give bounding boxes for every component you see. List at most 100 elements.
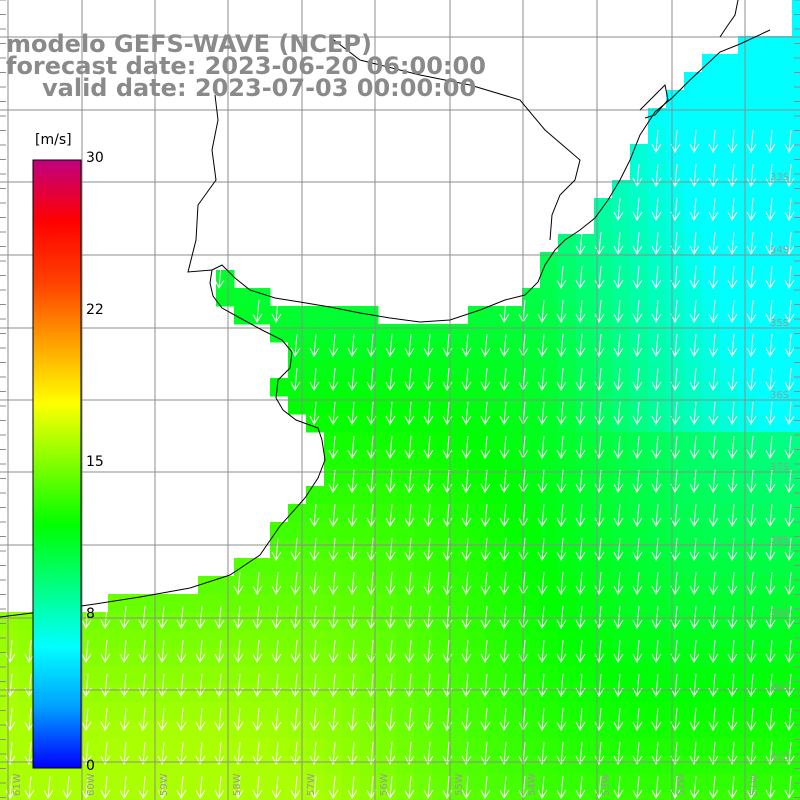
field-cell <box>18 756 37 775</box>
field-cell <box>612 360 631 379</box>
field-cell <box>792 756 800 775</box>
field-cell <box>504 720 523 739</box>
wind-arrow <box>727 741 738 766</box>
field-cell <box>576 630 595 649</box>
wind-arrow <box>784 775 795 800</box>
field-cell <box>756 126 775 145</box>
wind-arrow <box>746 401 757 426</box>
wind-arrow <box>157 639 168 664</box>
field-cell <box>432 324 451 343</box>
field-cell <box>558 504 577 523</box>
wind-arrow <box>784 605 795 630</box>
field-cell <box>612 468 631 487</box>
field-cell <box>126 684 145 703</box>
field-cell <box>396 594 415 613</box>
field-cell <box>324 432 343 451</box>
wind-arrow <box>537 707 548 732</box>
longitude-label: 57W <box>306 773 317 796</box>
field-cell <box>468 756 487 775</box>
field-cell <box>594 522 613 541</box>
wind-arrow <box>347 503 358 528</box>
field-cell <box>684 198 703 217</box>
wind-arrow <box>651 265 662 290</box>
wind-arrow <box>613 401 624 426</box>
field-cell <box>162 684 181 703</box>
field-cell <box>792 522 800 541</box>
field-cell <box>450 324 469 343</box>
field-cell <box>324 594 343 613</box>
wind-arrow <box>632 571 643 596</box>
field-cell <box>378 738 397 757</box>
field-cell <box>126 756 145 775</box>
field-cell <box>774 450 793 469</box>
wind-arrow <box>290 741 301 766</box>
field-cell <box>684 306 703 325</box>
field-cell <box>0 684 19 703</box>
field-cell <box>522 324 541 343</box>
field-cell <box>792 414 800 433</box>
field-cell <box>414 504 433 523</box>
field-cell <box>414 450 433 469</box>
wind-arrow <box>651 367 662 392</box>
field-cell <box>486 738 505 757</box>
wind-arrow <box>347 775 358 800</box>
field-cell <box>720 162 739 181</box>
field-cell <box>504 756 523 775</box>
field-cell <box>378 396 397 415</box>
field-cell <box>144 738 163 757</box>
wind-arrow <box>328 469 339 494</box>
wind-arrow <box>632 741 643 766</box>
field-cell <box>468 576 487 595</box>
field-cell <box>540 360 559 379</box>
wind-arrow <box>404 741 415 766</box>
field-cell <box>648 522 667 541</box>
field-cell <box>666 522 685 541</box>
field-cell <box>558 720 577 739</box>
wind-arrow <box>784 231 795 256</box>
field-cell <box>504 594 523 613</box>
wind-arrow <box>613 367 624 392</box>
field-cell <box>522 648 541 667</box>
field-cell <box>540 666 559 685</box>
wind-arrow <box>366 775 377 800</box>
field-cell <box>576 504 595 523</box>
field-cell <box>486 792 505 800</box>
wind-arrow <box>499 299 510 324</box>
wind-arrow <box>100 673 111 698</box>
wind-arrow <box>461 707 472 732</box>
wind-arrow <box>537 605 548 630</box>
wind-arrow <box>423 775 434 800</box>
wind-arrow <box>461 605 472 630</box>
wind-arrow <box>423 537 434 562</box>
field-cell <box>756 720 775 739</box>
field-cell <box>36 774 55 793</box>
wind-arrow <box>689 537 700 562</box>
field-cell <box>558 774 577 793</box>
wind-arrow <box>366 367 377 392</box>
field-cell <box>270 378 289 397</box>
field-cell <box>792 180 800 199</box>
wind-arrow <box>575 673 586 698</box>
field-cell <box>576 288 595 307</box>
field-cell <box>648 324 667 343</box>
wind-arrow <box>784 129 795 154</box>
field-cell <box>792 576 800 595</box>
field-cell <box>666 180 685 199</box>
field-cell <box>702 180 721 199</box>
field-cell <box>540 414 559 433</box>
field-cell <box>360 576 379 595</box>
field-cell <box>648 666 667 685</box>
wind-arrow <box>746 775 757 800</box>
field-cell <box>612 630 631 649</box>
field-cell <box>108 594 127 613</box>
field-cell <box>504 378 523 397</box>
wind-arrow <box>195 639 206 664</box>
field-cell <box>486 306 505 325</box>
field-cell <box>720 360 739 379</box>
field-cell <box>162 648 181 667</box>
field-cell <box>738 90 757 109</box>
wind-arrow <box>613 469 624 494</box>
wind-arrow <box>157 741 168 766</box>
